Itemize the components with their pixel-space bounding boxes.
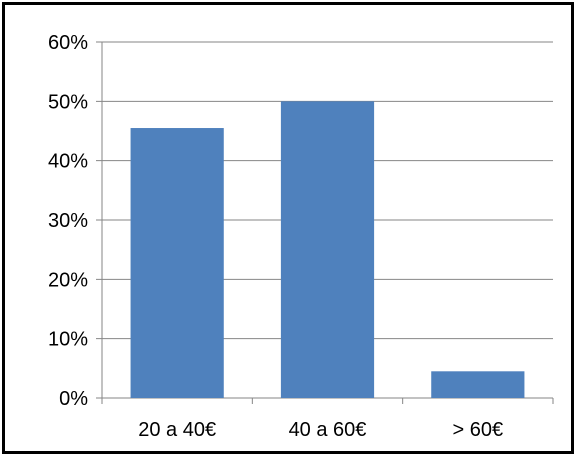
bar: [130, 128, 224, 399]
bar: [280, 101, 375, 398]
y-tick-label: 0%: [59, 388, 88, 410]
y-tick-label: 50%: [48, 91, 88, 113]
x-category-label: 20 a 40€: [138, 419, 216, 441]
x-category-label: 40 a 60€: [289, 419, 367, 441]
bar: [431, 371, 525, 398]
y-tick-label: 10%: [48, 329, 88, 351]
y-tick-label: 30%: [48, 210, 88, 232]
y-tick-label: 40%: [48, 151, 88, 173]
x-category-label: > 60€: [453, 419, 504, 441]
y-tick-label: 60%: [48, 32, 88, 54]
y-tick-label: 20%: [48, 269, 88, 291]
